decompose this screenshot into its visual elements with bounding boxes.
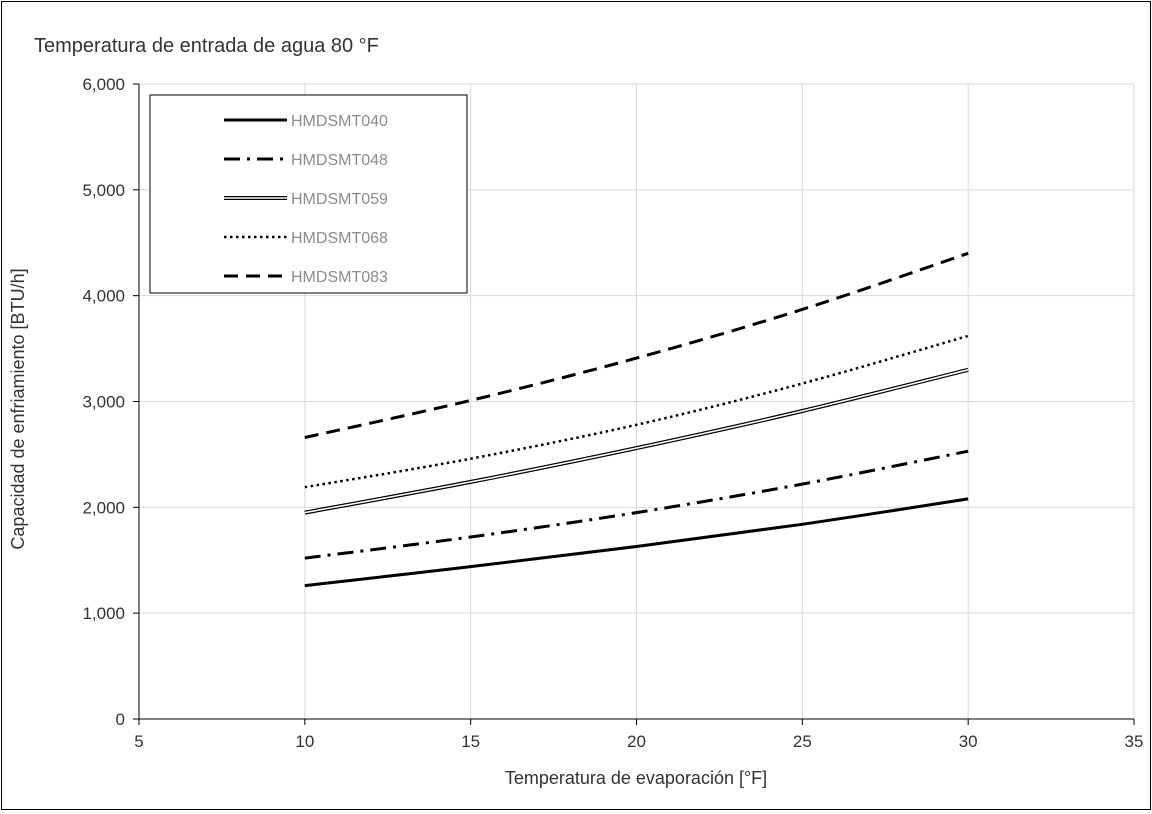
legend-label: HMDSMT040 [291,113,388,130]
x-tick-label: 30 [959,732,978,751]
y-tick-label: 0 [116,710,125,729]
series-lines [304,251,969,588]
legend-label: HMDSMT059 [291,191,388,208]
series-line-hmdsmt040 [304,497,969,588]
axes [133,83,1135,725]
y-tick-label: 6,000 [82,75,125,94]
x-tick-label: 5 [134,732,143,751]
legend-label: HMDSMT083 [291,269,388,286]
x-axis-label: Temperatura de evaporación [°F] [505,768,767,788]
tick-labels: 5 10 15 20 25 30 35 0 1,000 2,000 3,000 4,000 5,000 6… [82,75,1143,751]
series-line-hmdsmt068 [304,334,969,489]
y-tick-label: 2,000 [82,498,125,517]
x-tick-label: 10 [295,732,314,751]
y-tick-label: 3,000 [82,393,125,412]
series-line-hmdsmt083 [304,251,969,439]
x-tick-label: 15 [461,732,480,751]
legend: HMDSMT040 HMDSMT048 HMDSMT059 HMDSMT068 HMDS… [149,94,468,294]
series-line-hmdsmt059-inner [304,369,969,514]
y-tick-label: 4,000 [82,287,125,306]
legend-label: HMDSMT048 [291,152,388,169]
y-axis-label: Capacidad de enfriamiento [BTU/h] [8,268,28,549]
series-line-hmdsmt048 [304,449,969,560]
x-tick-label: 20 [627,732,646,751]
chart-title: Temperatura de entrada de agua 80 °F [34,35,379,57]
legend-box [149,94,468,294]
x-tick-label: 35 [1125,732,1144,751]
legend-label: HMDSMT068 [291,230,388,247]
y-tick-label: 1,000 [82,604,125,623]
x-tick-label: 25 [793,732,812,751]
y-tick-label: 5,000 [82,181,125,200]
